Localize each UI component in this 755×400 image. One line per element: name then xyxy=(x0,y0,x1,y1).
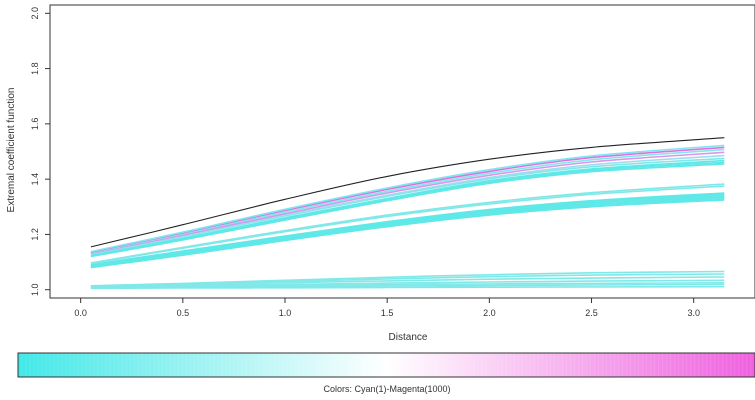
x-tick-label-0: 0.0 xyxy=(74,308,87,318)
x-axis: 0.0 0.5 1.0 1.5 2.0 2.5 3.0 xyxy=(74,298,700,318)
x-axis-label: Distance xyxy=(389,332,428,343)
x-tick-label-6: 3.0 xyxy=(687,308,700,318)
y-tick-label-0: 1.0 xyxy=(30,283,40,296)
y-tick-label-3: 1.6 xyxy=(30,118,40,131)
x-tick-label-1: 0.5 xyxy=(177,308,190,318)
colorbar-label: Colors: Cyan(1)-Magenta(1000) xyxy=(323,384,450,394)
y-axis-label: Extremal coefficient function xyxy=(6,88,17,213)
series-line-16 xyxy=(91,164,724,257)
x-tick-label-2: 1.0 xyxy=(279,308,292,318)
series-line-17 xyxy=(91,162,724,256)
y-tick-label-2: 1.4 xyxy=(30,173,40,186)
series-layer xyxy=(91,138,724,289)
x-tick-label-4: 2.0 xyxy=(483,308,496,318)
y-tick-label-1: 1.2 xyxy=(30,228,40,241)
y-axis: 1.0 1.2 1.4 1.6 1.8 2.0 xyxy=(30,7,50,296)
x-tick-label-5: 2.5 xyxy=(585,308,598,318)
y-tick-label-5: 2.0 xyxy=(30,7,40,20)
x-tick-label-3: 1.5 xyxy=(381,308,394,318)
y-tick-label-4: 1.8 xyxy=(30,62,40,75)
series-line-18 xyxy=(91,161,724,256)
